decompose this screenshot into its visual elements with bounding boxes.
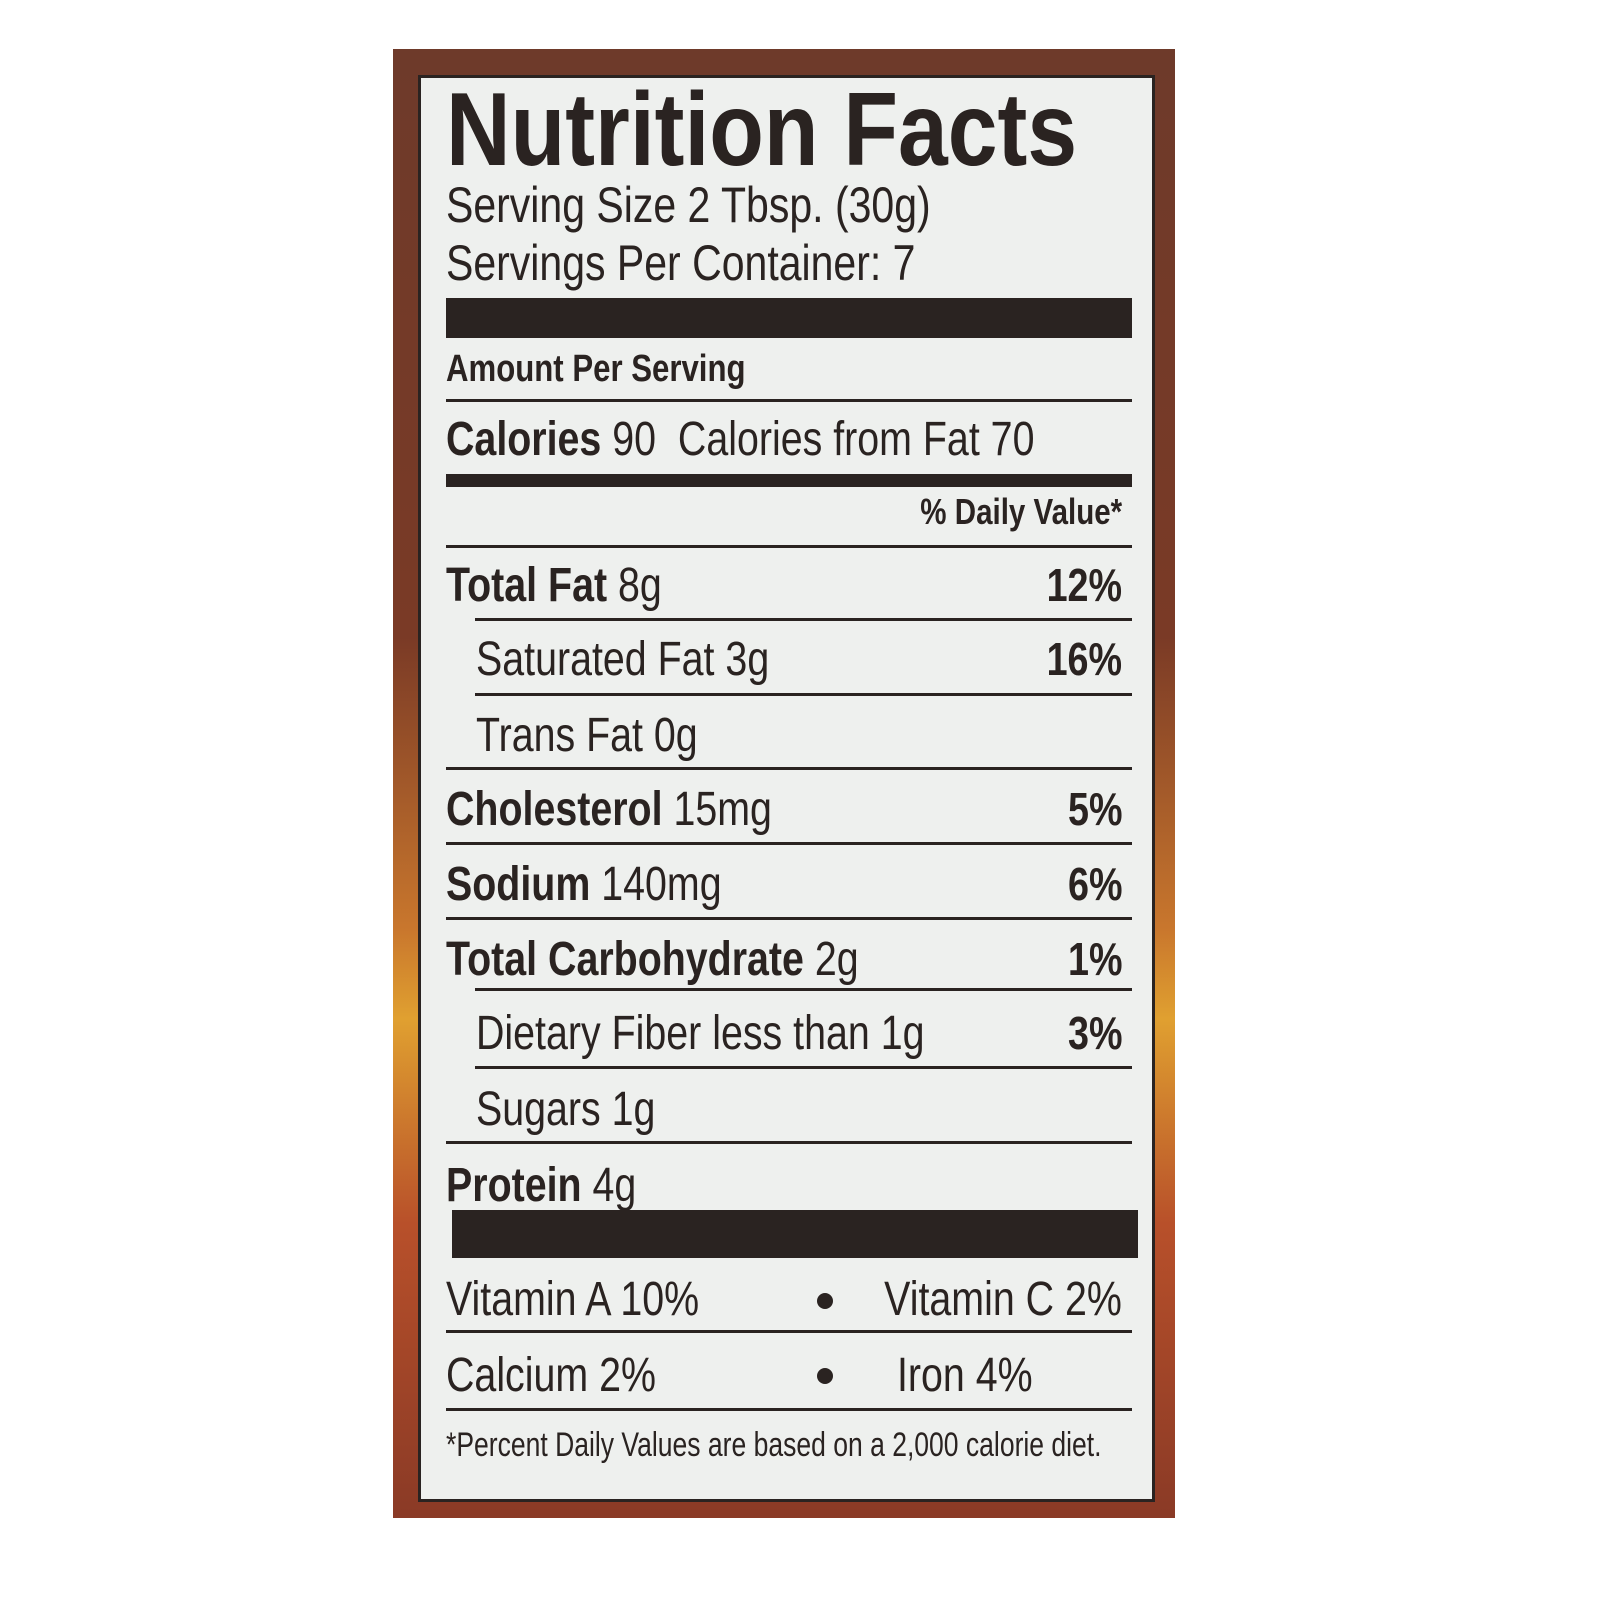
nutrient-label: Total Carbohydrate [446, 933, 804, 986]
divider [446, 917, 1132, 920]
divider [446, 1330, 1132, 1333]
divider [446, 545, 1132, 548]
divider [446, 1141, 1132, 1144]
calories-from-fat: Calories from Fat 70 [677, 413, 1035, 466]
iron: Iron 4% [897, 1349, 1033, 1402]
nutrient-row: Dietary Fiber less than 1g [476, 1010, 924, 1058]
nutrient-amount: 140mg [601, 858, 722, 911]
nutrient-label: Total Fat [446, 559, 608, 612]
nutrient-row: Cholesterol 15mg [446, 786, 772, 834]
label-title: Nutrition Facts [446, 72, 1078, 188]
nutrient-amount: 0g [653, 709, 698, 762]
nutrient-row: Sodium 140mg [446, 861, 722, 909]
nutrient-row: Trans Fat 0g [476, 712, 698, 760]
divider [446, 842, 1132, 845]
calcium: Calcium 2% [446, 1349, 656, 1402]
nutrient-amount: 1g [611, 1083, 656, 1136]
bullet-icon [817, 1293, 833, 1309]
nutrient-row: Total Fat 8g [446, 562, 662, 610]
thick-divider [452, 1210, 1138, 1258]
divider [475, 988, 1132, 991]
vitamin-c: Vitamin C 2% [884, 1273, 1122, 1326]
nutrient-row: Protein 4g [446, 1162, 636, 1210]
nutrient-row: Sugars 1g [476, 1086, 655, 1134]
nutrient-row: Saturated Fat 3g [476, 636, 769, 684]
serving-size: Serving Size 2 Tbsp. (30g) [446, 177, 931, 233]
nutrient-label: Dietary Fiber [476, 1007, 702, 1060]
nutrient-daily-value: 1% [1067, 933, 1122, 985]
nutrient-daily-value: 12% [1046, 559, 1122, 611]
calories-row: Calories 90 Calories from Fat 70 [446, 416, 1034, 464]
nutrient-row: Total Carbohydrate 2g [446, 936, 859, 984]
divider [446, 1408, 1132, 1411]
divider [446, 767, 1132, 770]
nutrient-daily-value: 5% [1067, 783, 1122, 835]
nutrient-label: Saturated Fat [476, 633, 715, 686]
nutrient-daily-value: 3% [1067, 1007, 1122, 1059]
thick-divider [446, 298, 1132, 338]
nutrient-label: Protein [446, 1159, 582, 1212]
amount-per-serving: Amount Per Serving [446, 348, 746, 390]
nutrient-label: Trans Fat [476, 709, 643, 762]
divider [475, 1066, 1132, 1069]
nutrient-label: Cholesterol [446, 783, 663, 836]
bullet-icon [817, 1368, 833, 1384]
nutrient-amount: 8g [618, 559, 662, 612]
daily-value-header: % Daily Value* [920, 491, 1122, 532]
nutrient-amount: 3g [725, 633, 770, 686]
divider [475, 618, 1132, 621]
calories-label: Calories [446, 413, 602, 466]
nutrient-daily-value: 16% [1046, 633, 1122, 685]
footnote: *Percent Daily Values are based on a 2,0… [446, 1426, 1102, 1464]
nutrient-label: Sugars [476, 1083, 601, 1136]
nutrient-label: Sodium [446, 858, 591, 911]
calories-value: 90 [612, 413, 657, 466]
medium-divider [446, 474, 1132, 487]
nutrient-amount: less than 1g [712, 1007, 925, 1060]
vitamin-a: Vitamin A 10% [446, 1273, 700, 1326]
nutrient-amount: 15mg [673, 783, 772, 836]
servings-per-container: Servings Per Container: 7 [446, 235, 916, 291]
nutrient-amount: 2g [814, 933, 859, 986]
divider [446, 399, 1132, 402]
nutrient-amount: 4g [592, 1159, 637, 1212]
divider [475, 693, 1132, 696]
nutrient-daily-value: 6% [1067, 858, 1122, 910]
